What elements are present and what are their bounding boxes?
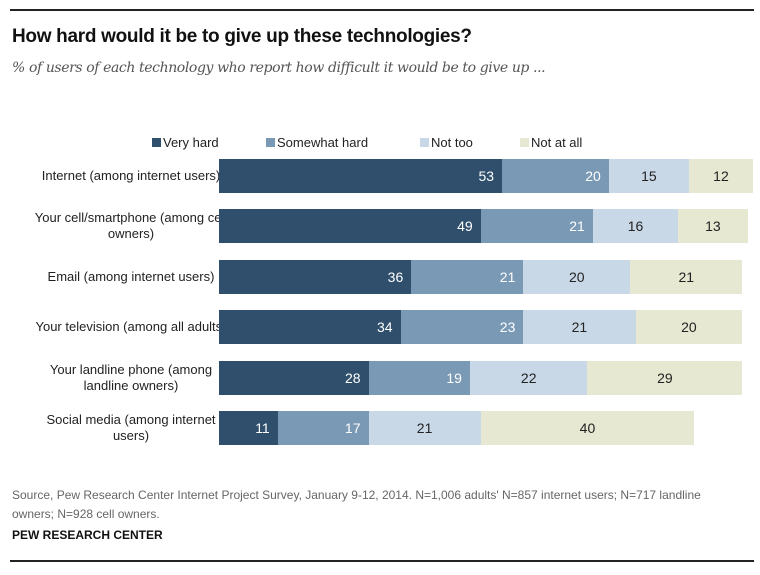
data-label: 36 <box>387 268 404 285</box>
chart-subtitle: % of users of each technology who report… <box>12 60 546 76</box>
data-label: 21 <box>571 319 588 336</box>
data-label: 21 <box>416 420 433 436</box>
data-label: 29 <box>657 369 673 386</box>
data-label: 11 <box>255 420 270 436</box>
data-label: 53 <box>478 168 495 184</box>
bar-segment-not-too: 16 <box>592 209 679 244</box>
category-label: Your landline phone (among landline owne… <box>49 361 213 393</box>
bar-segment-not-too: 15 <box>608 159 689 193</box>
legend-swatch <box>420 138 429 147</box>
legend-label: Not at all <box>531 135 583 150</box>
legend-label: Not too <box>431 135 473 150</box>
legend-item: Somewhat hard <box>266 135 368 150</box>
category-label: Internet (among internet users) <box>41 168 221 183</box>
legend-item: Not at all <box>520 135 582 150</box>
bar-segment-not-too: 22 <box>469 360 588 395</box>
bar-segment-not-at-all: 13 <box>678 209 748 244</box>
bar-segment-somewhat-hard: 23 <box>400 310 524 345</box>
bar-segment-very-hard: 36 <box>219 259 412 294</box>
category-label: Your cell/smartphone (among cell owners) <box>34 210 228 242</box>
bar-segment-not-at-all: 21 <box>630 259 743 294</box>
data-label: 23 <box>499 319 516 336</box>
source-note: Source, Pew Research Center Internet Pro… <box>12 488 701 521</box>
bar-segment-very-hard: 49 <box>219 209 481 244</box>
legend-label: Very hard <box>163 135 219 150</box>
data-label: 34 <box>376 319 393 336</box>
bar-segment-not-at-all: 29 <box>587 360 743 395</box>
category-label: Social media (among internet users) <box>46 412 216 443</box>
data-label: 15 <box>641 168 657 184</box>
data-label: 28 <box>344 369 361 386</box>
bar-segment-somewhat-hard: 21 <box>480 209 593 244</box>
bar-segment-not-at-all: 20 <box>635 310 743 345</box>
legend-item: Very hard <box>152 135 219 150</box>
bar-segment-somewhat-hard: 19 <box>368 360 470 395</box>
bar-segment-very-hard: 28 <box>219 360 369 395</box>
legend-swatch <box>152 138 161 147</box>
bar-segment-not-at-all: 40 <box>480 411 695 445</box>
category-label: Email (among internet users) <box>47 268 215 284</box>
chart-title: How hard would it be to give up these te… <box>12 26 472 47</box>
data-label: 13 <box>705 218 721 235</box>
data-label: 21 <box>499 268 516 285</box>
bottom-rule <box>10 560 754 562</box>
data-label: 20 <box>681 319 697 336</box>
data-label: 17 <box>344 420 361 436</box>
legend-swatch <box>266 138 275 147</box>
data-label: 19 <box>446 369 462 386</box>
legend-swatch <box>520 138 529 147</box>
data-label: 22 <box>520 369 537 386</box>
data-label: 12 <box>713 168 729 184</box>
bar-segment-somewhat-hard: 17 <box>277 411 369 445</box>
bar-segment-not-too: 21 <box>523 310 636 345</box>
category-label: Your television (among all adults) <box>35 319 227 335</box>
brand-label: PEW RESEARCH CENTER <box>12 528 163 542</box>
data-label: 21 <box>569 218 585 235</box>
bar-segment-very-hard: 11 <box>219 411 278 445</box>
bar-segment-not-too: 20 <box>523 259 631 294</box>
bar-segment-not-too: 21 <box>368 411 481 445</box>
legend-label: Somewhat hard <box>277 135 369 150</box>
bar-segment-somewhat-hard: 20 <box>502 159 609 193</box>
data-label: 16 <box>627 218 644 235</box>
data-label: 49 <box>457 218 473 235</box>
data-label: 20 <box>585 168 601 184</box>
top-rule <box>10 9 754 11</box>
data-label: 21 <box>678 268 695 285</box>
data-label: 20 <box>568 268 585 285</box>
bar-segment-somewhat-hard: 21 <box>411 259 524 294</box>
bar-segment-not-at-all: 12 <box>688 159 753 193</box>
legend-item: Not too <box>420 135 473 150</box>
bar-segment-very-hard: 34 <box>219 310 401 345</box>
bar-segment-very-hard: 53 <box>219 159 503 193</box>
data-label: 40 <box>579 420 596 436</box>
